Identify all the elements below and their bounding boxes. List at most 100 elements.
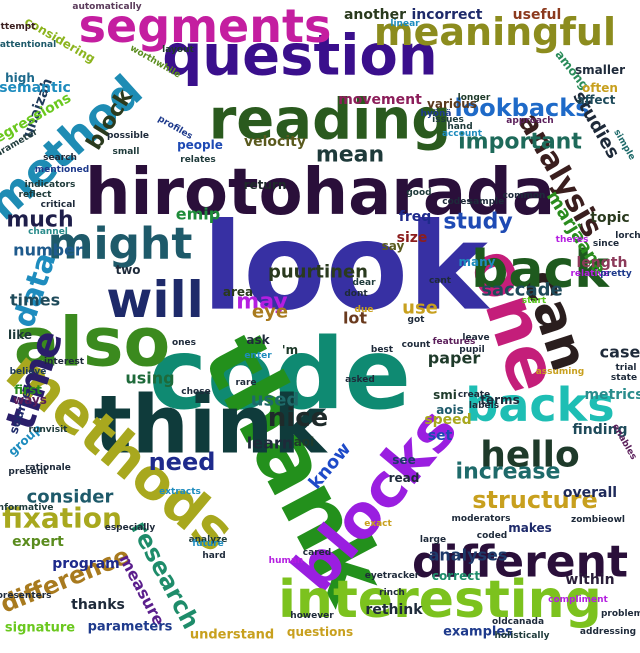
word-attempt: attempt — [0, 22, 36, 32]
word-ones: ones — [172, 338, 196, 348]
word-zombieowl: zombieowl — [571, 515, 625, 525]
word-size: size — [397, 230, 428, 246]
word-used: used — [251, 390, 300, 411]
word-interesting: interesting — [278, 570, 602, 630]
word-rinch: rinch — [379, 588, 405, 598]
word-read: read — [389, 471, 420, 485]
word-important: important — [458, 130, 582, 155]
word-freq: freq — [399, 209, 432, 225]
word-ways: ways — [13, 393, 47, 407]
word-signature: signature — [5, 621, 75, 636]
word-profiles: profiles — [156, 114, 194, 142]
word-since: since — [593, 239, 619, 249]
word-think: think — [94, 379, 329, 472]
word-another: another — [344, 7, 406, 23]
word-return: return — [244, 178, 287, 192]
word-labels: labels — [469, 401, 499, 411]
word-leave: leave — [462, 333, 489, 343]
word-many: many — [459, 255, 496, 269]
word-case: case — [600, 343, 640, 362]
word-questions: questions — [287, 625, 353, 639]
word-sample: sample — [468, 197, 504, 207]
word-reading: reading — [209, 88, 452, 153]
word-search: search — [43, 153, 77, 163]
word-smi: smi — [433, 388, 457, 402]
word-eyetracker: eyetracker — [365, 571, 420, 581]
word-start: start — [522, 296, 547, 306]
word-cant: cant — [429, 276, 452, 286]
word-features: features — [433, 337, 476, 347]
word-hand: hand — [447, 122, 472, 132]
word-length: length — [577, 255, 628, 271]
word-may: may — [236, 290, 287, 315]
word-ask: ask — [246, 333, 270, 347]
word-back: back — [471, 240, 610, 300]
word-thanks: thanks — [71, 597, 125, 613]
word-moderators: moderators — [452, 514, 511, 524]
word-hard: hard — [202, 551, 225, 561]
word-times: times — [10, 291, 60, 310]
word-pretty: pretty — [600, 269, 632, 279]
word-informative: informative — [0, 503, 53, 513]
word-mean: mean — [316, 143, 384, 168]
word-automatically: automatically — [72, 2, 141, 12]
word-puurtinen: puurtinen — [268, 262, 368, 283]
word-program: program — [52, 556, 120, 572]
word-emip: emip — [176, 205, 220, 224]
word-useful: useful — [513, 7, 562, 23]
word-speed: speed — [424, 412, 471, 428]
word-oldcanada: oldcanada — [492, 617, 544, 627]
word-possible: possible — [107, 131, 149, 141]
word-semantic: semantic — [0, 80, 71, 96]
word-eye: eye — [252, 302, 288, 323]
word-however: however — [290, 611, 334, 621]
word-also: also — [14, 304, 170, 383]
word-much: much — [6, 208, 73, 233]
word-overall: overall — [563, 485, 617, 501]
word-will: will — [106, 271, 204, 329]
word-coded: coded — [477, 531, 508, 541]
word-mentioned: mentioned — [35, 165, 89, 175]
word-trial: trial — [616, 363, 637, 373]
word-codes: codes — [442, 197, 471, 207]
word-two: two — [115, 263, 140, 277]
word-nice: nice — [268, 403, 328, 433]
word-dont: dont — [344, 289, 368, 299]
word-layout: layout — [162, 45, 194, 55]
word-analyze: analyze — [189, 535, 228, 545]
word-assuming: assuming — [536, 367, 585, 377]
word-various: various — [427, 97, 477, 111]
word-holistically: holistically — [495, 631, 550, 641]
word-human: human — [269, 556, 304, 566]
word-fixation: fixation — [2, 502, 122, 535]
word-need: need — [149, 448, 216, 476]
word-chose: chose — [181, 387, 210, 397]
word-area: area — [223, 285, 253, 299]
word-analyses: analyses — [429, 546, 508, 565]
word-structure: structure — [472, 486, 598, 514]
word-metrics: metrics — [584, 387, 640, 403]
word-like: like — [8, 328, 32, 342]
word-question: question — [162, 24, 438, 89]
word-create: create — [458, 390, 490, 400]
word-reflect: reflect — [19, 190, 53, 200]
word-due: due — [355, 305, 374, 315]
word-saccade: saccade — [481, 280, 562, 301]
word-issues: issues — [432, 115, 464, 125]
word-present: present — [8, 467, 48, 477]
word-expert: expert — [12, 534, 64, 550]
word-might: might — [48, 219, 193, 270]
word-incorrect: incorrect — [412, 7, 483, 23]
word-lookbacks: lookbacks — [454, 94, 589, 122]
word-attentional: attentional — [0, 40, 56, 50]
word-parameters: parameters — [88, 620, 173, 635]
word-problem: problem — [601, 609, 640, 619]
word-set: set — [428, 428, 453, 444]
word-especially: especially — [105, 523, 156, 533]
word-lot: lot — [343, 309, 367, 328]
word-backs: backs — [465, 378, 614, 432]
word-presenters: presenters — [0, 591, 52, 601]
word-indicators: indicators — [25, 180, 76, 190]
word-makes: makes — [508, 521, 552, 535]
